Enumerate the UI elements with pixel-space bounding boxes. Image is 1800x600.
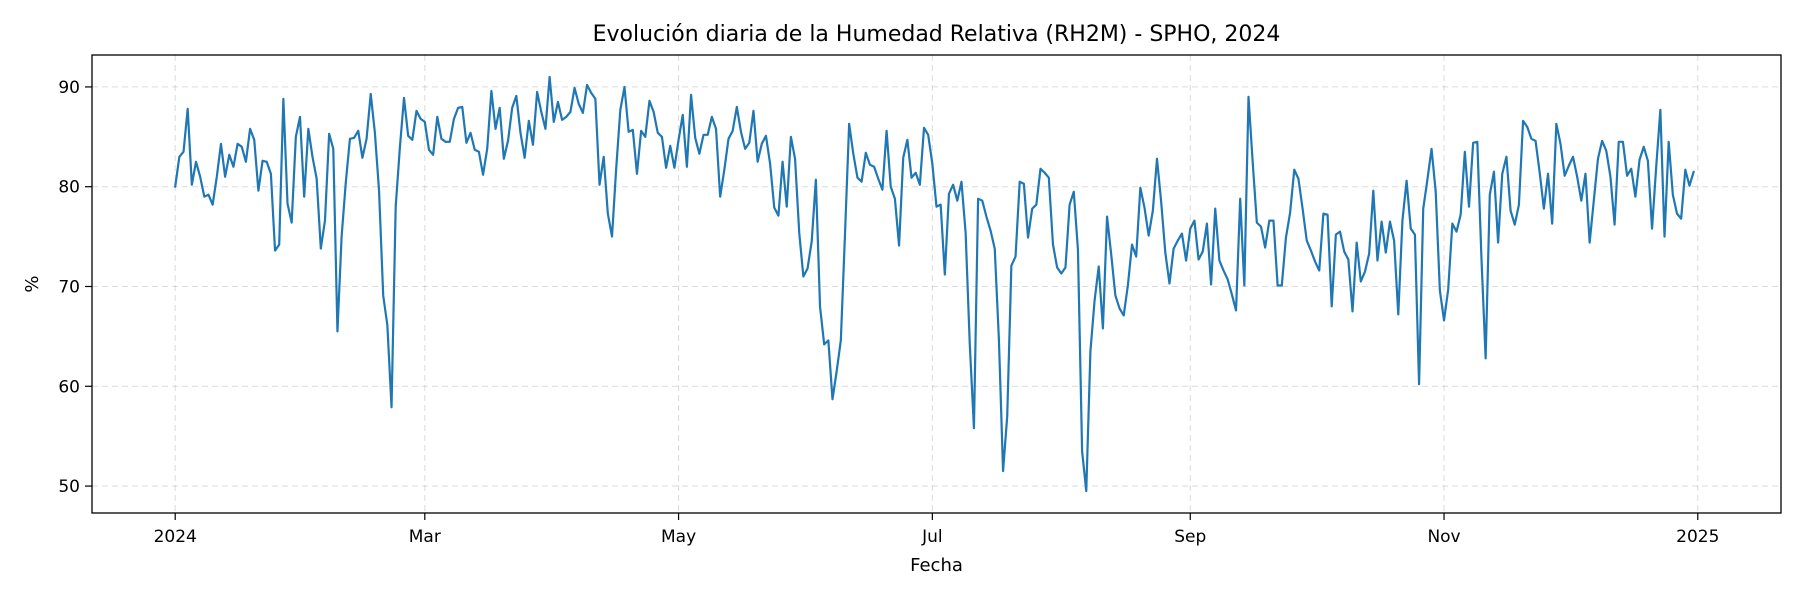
y-tick-label: 90 xyxy=(58,78,80,98)
plot-frame xyxy=(91,54,1782,514)
x-tick-label: Nov xyxy=(1427,527,1460,547)
chart-title: Evolución diaria de la Humedad Relativa … xyxy=(593,22,1281,47)
y-tick-label: 80 xyxy=(58,178,80,198)
series-line-0 xyxy=(174,75,1695,493)
y-tick-label: 50 xyxy=(58,477,80,497)
x-tick-label: 2024 xyxy=(154,527,197,547)
x-axis-label: Fecha xyxy=(910,555,963,576)
series-layer xyxy=(174,75,1695,493)
y-tick-label: 60 xyxy=(58,377,80,397)
x-tick-label: 2025 xyxy=(1676,527,1719,547)
x-tick-label: Mar xyxy=(409,527,441,547)
y-tick-label: 70 xyxy=(58,277,80,297)
y-axis-label: % xyxy=(22,275,43,292)
x-tick-label: Sep xyxy=(1174,527,1206,547)
ticks-layer: 50 60 70 80 90 2024 Mar May Jul Sep Nov 2025 xyxy=(58,78,1719,547)
x-tick-label: Jul xyxy=(921,527,943,547)
x-tick-label: May xyxy=(661,527,696,547)
grid-lines xyxy=(92,55,1781,513)
